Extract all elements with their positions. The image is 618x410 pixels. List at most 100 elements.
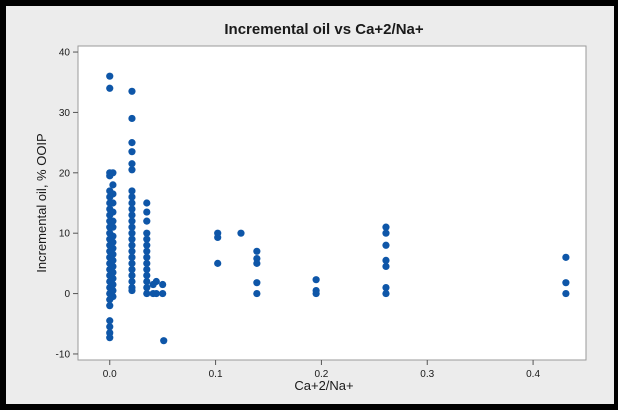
data-point — [562, 279, 570, 287]
data-point — [143, 253, 151, 261]
x-tick-label: 0.4 — [526, 369, 540, 380]
data-point — [109, 262, 117, 271]
data-point — [159, 280, 167, 289]
y-axis-ticks: -10 0 10 20 30 40 — [56, 48, 78, 360]
x-tick-label: 0.0 — [103, 369, 117, 380]
data-point — [128, 87, 136, 95]
x-tick-label: 0.1 — [209, 369, 223, 380]
data-point — [109, 223, 117, 231]
y-tick-label: -10 — [56, 349, 71, 360]
data-point — [143, 265, 151, 274]
data-points — [106, 72, 570, 345]
data-point — [106, 323, 114, 331]
data-point — [143, 229, 151, 237]
data-point — [382, 262, 390, 271]
data-point — [382, 256, 390, 264]
data-point — [128, 286, 136, 295]
data-point — [143, 208, 151, 216]
data-point — [128, 223, 136, 231]
data-point — [253, 289, 261, 298]
data-point — [143, 217, 151, 225]
data-point — [109, 256, 117, 264]
data-point — [143, 247, 151, 255]
data-point — [128, 148, 136, 156]
plot-area — [77, 45, 587, 361]
data-point — [562, 253, 570, 261]
data-point — [128, 217, 136, 225]
data-point — [143, 277, 151, 286]
data-point — [128, 271, 136, 280]
data-point — [128, 265, 136, 274]
data-point — [128, 259, 136, 267]
data-point — [128, 235, 136, 243]
y-tick-label: 30 — [59, 108, 71, 119]
data-point — [106, 334, 114, 342]
data-point — [382, 283, 390, 292]
data-point — [214, 259, 222, 267]
data-point — [382, 289, 390, 298]
data-point — [160, 337, 168, 345]
data-point — [109, 238, 117, 246]
data-point — [109, 190, 117, 198]
y-tick-label: 10 — [59, 229, 71, 240]
data-point — [109, 169, 117, 177]
x-axis-ticks: 0.0 0.1 0.2 0.3 0.4 — [103, 360, 540, 380]
data-point — [312, 276, 320, 284]
data-point — [106, 317, 114, 325]
data-point — [253, 279, 261, 287]
data-point — [128, 253, 136, 261]
data-point — [128, 193, 136, 201]
data-point — [128, 247, 136, 255]
data-point — [106, 302, 114, 310]
data-point — [128, 199, 136, 207]
x-tick-label: 0.2 — [314, 369, 328, 380]
data-point — [143, 235, 151, 243]
data-point — [109, 244, 117, 252]
data-point — [143, 241, 151, 249]
data-point — [128, 114, 136, 123]
data-point — [128, 229, 136, 237]
data-point — [109, 268, 117, 277]
data-point — [312, 289, 320, 298]
data-point — [382, 223, 390, 231]
data-point — [253, 247, 261, 255]
data-point — [152, 289, 160, 298]
data-point — [128, 139, 136, 147]
data-point — [128, 160, 136, 168]
y-axis-label: Incremental oil, % OOIP — [34, 133, 49, 272]
data-point — [382, 241, 390, 249]
data-point — [109, 280, 117, 289]
data-point — [109, 199, 117, 207]
data-point — [109, 274, 117, 283]
chart-title: Incremental oil vs Ca+2/Na+ — [224, 21, 424, 38]
data-point — [253, 259, 261, 267]
data-point — [143, 271, 151, 280]
data-point — [106, 84, 114, 92]
data-point — [237, 229, 245, 237]
data-point — [128, 205, 136, 213]
y-tick-label: 0 — [64, 289, 70, 300]
data-point — [382, 229, 390, 237]
data-point — [128, 166, 136, 174]
data-point — [562, 289, 570, 298]
data-point — [128, 187, 136, 195]
data-point — [109, 208, 117, 216]
data-point — [143, 259, 151, 267]
data-point — [152, 277, 160, 286]
data-point — [128, 277, 136, 286]
data-point — [143, 283, 151, 292]
data-point — [109, 181, 117, 189]
data-point — [109, 286, 117, 295]
data-point — [128, 241, 136, 249]
data-point — [109, 250, 117, 258]
data-point — [214, 233, 222, 242]
y-tick-label: 40 — [59, 48, 71, 59]
data-point — [159, 289, 167, 298]
data-point — [109, 232, 117, 240]
data-point — [143, 199, 151, 207]
data-point — [109, 217, 117, 225]
data-point — [143, 289, 151, 298]
data-point — [109, 292, 117, 301]
x-tick-label: 0.3 — [420, 369, 434, 380]
